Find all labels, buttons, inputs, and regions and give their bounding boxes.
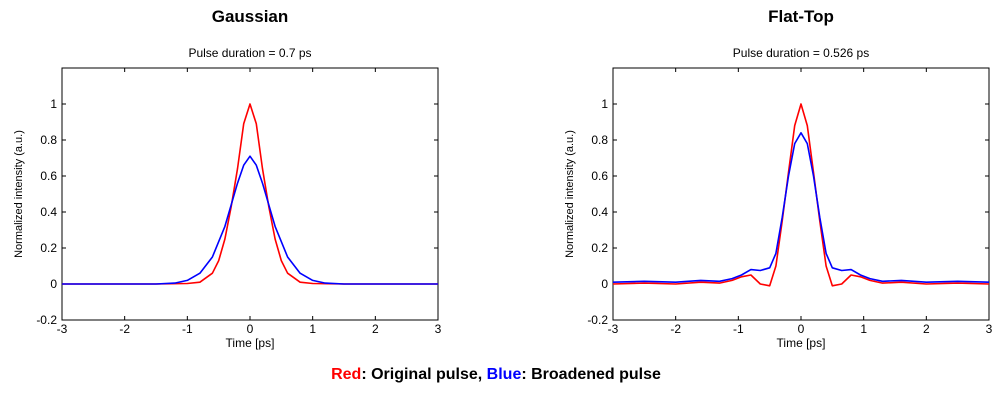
x-tick-label: 3 [986, 322, 992, 336]
y-tick-label: 0.4 [40, 205, 57, 219]
x-tick-label: -3 [57, 322, 68, 336]
caption-blue-word: Blue [486, 366, 522, 383]
caption-broadened-text: : Broadened pulse [521, 366, 661, 383]
x-axis-label: Time [ps] [777, 336, 826, 350]
y-tick-label: 0.6 [40, 169, 57, 183]
x-tick-label: 0 [798, 322, 805, 336]
x-tick-label: -2 [670, 322, 681, 336]
y-tick-label: 0.8 [40, 133, 57, 147]
y-tick-label: 0.8 [591, 133, 608, 147]
x-tick-label: 0 [247, 322, 254, 336]
x-tick-label: 1 [309, 322, 316, 336]
legend-caption: Red: Original pulse, Blue: Broadened pul… [0, 366, 992, 384]
x-tick-label: 1 [860, 322, 867, 336]
x-tick-label: 2 [923, 322, 930, 336]
x-tick-label: 3 [435, 322, 442, 336]
y-axis-label: Normalized intensity (a.u.) [13, 130, 25, 258]
x-tick-label: -1 [182, 322, 193, 336]
series-line-original [62, 103, 438, 285]
caption-original-text: : Original pulse, [361, 366, 487, 383]
x-tick-label: -2 [119, 322, 130, 336]
chart-title: Flat-Top [768, 7, 834, 26]
x-axis-label: Time [ps] [226, 336, 275, 350]
x-tick-label: -3 [608, 322, 619, 336]
y-axis-label: Normalized intensity (a.u.) [564, 130, 576, 258]
y-tick-label: 0.4 [591, 205, 608, 219]
y-tick-label: 0 [601, 277, 608, 291]
x-tick-label: 2 [372, 322, 379, 336]
series-line-original [612, 103, 990, 287]
chart-title: Gaussian [212, 7, 289, 26]
caption-red-word: Red [331, 366, 362, 383]
y-tick-label: 1 [601, 97, 608, 111]
y-tick-label: 1 [50, 97, 57, 111]
series-line-broadened [62, 155, 438, 285]
y-tick-label: 0.2 [591, 241, 608, 255]
chart-subtitle: Pulse duration = 0.526 ps [733, 46, 869, 60]
chart-gaussian: Gaussian Pulse duration = 0.7 ps -3 -2 -1 0 1 2… [13, 7, 442, 350]
y-tick-label: 0.2 [40, 241, 57, 255]
y-tick-label: 0 [50, 277, 57, 291]
chart-flat-top: Flat-Top Pulse duration = 0.526 ps -3 -2 -1 0… [564, 7, 992, 350]
y-tick-label: 0.6 [591, 169, 608, 183]
chart-subtitle: Pulse duration = 0.7 ps [188, 46, 311, 60]
series-line-broadened [612, 132, 990, 284]
x-tick-label: -1 [733, 322, 744, 336]
y-tick-label: -0.2 [587, 313, 608, 327]
y-tick-label: -0.2 [36, 313, 57, 327]
